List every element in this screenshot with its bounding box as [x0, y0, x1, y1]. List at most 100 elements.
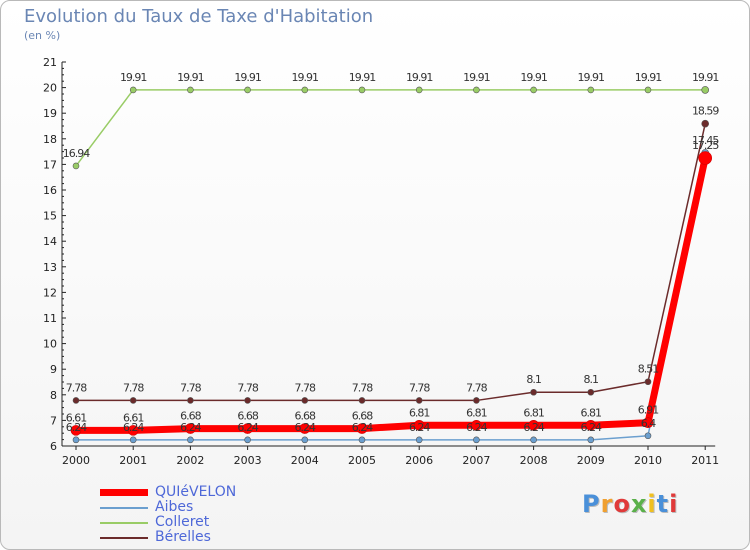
legend-swatch [100, 489, 148, 496]
data-point [127, 425, 139, 436]
data-point [530, 388, 537, 396]
data-label: 19.91 [120, 71, 147, 84]
data-label: 7.78 [66, 381, 87, 394]
data-point [642, 417, 654, 429]
data-label: 6.68 [237, 410, 258, 423]
data-point [530, 436, 537, 444]
data-label: 17.25 [692, 139, 719, 152]
legend-label: Bérelles [155, 529, 211, 545]
data-point [358, 86, 366, 94]
x-tick-label: 2001 [119, 454, 147, 467]
data-point [301, 397, 309, 404]
data-point [129, 397, 137, 404]
data-label: 6.68 [295, 410, 316, 423]
data-label: 16.94 [63, 147, 90, 160]
series-line [76, 157, 709, 434]
proxiti-logo: Proxiti [582, 490, 678, 518]
data-point [698, 151, 713, 165]
y-tick-label: 21 [43, 56, 57, 69]
data-label: 6.24 [409, 421, 430, 434]
y-tick-label: 17 [43, 158, 57, 171]
series-lines [75, 89, 709, 441]
x-tick-label: 2008 [520, 454, 548, 467]
legend: QUIéVELON Aibes Colleret Bérelles [100, 484, 300, 545]
data-label: 7.78 [295, 381, 316, 394]
data-point [244, 86, 251, 94]
legend-label: Aibes [155, 499, 194, 515]
legend-swatch [100, 522, 148, 524]
data-label: 6.68 [352, 410, 373, 423]
data-label: 7.78 [466, 381, 487, 394]
x-tick-label: 2007 [462, 454, 490, 467]
series-line [76, 152, 706, 441]
y-tick-label: 12 [43, 286, 57, 299]
y-tick-label: 6 [50, 440, 57, 453]
data-label: 19.91 [635, 71, 662, 84]
logo-letter: r [600, 490, 614, 518]
logo-letter: o [613, 490, 631, 518]
x-tick-label: 2003 [234, 454, 262, 467]
series-line [75, 89, 706, 167]
y-tick-label: 13 [43, 261, 57, 274]
data-label: 6.81 [523, 406, 544, 419]
legend-item: QUIéVELON [100, 484, 300, 500]
data-label: 19.91 [406, 71, 433, 84]
data-label: 6.24 [523, 421, 544, 434]
y-tick-label: 19 [43, 107, 57, 120]
data-point [587, 388, 595, 396]
chart-title: Evolution du Taux de Taxe d'Habitation [24, 6, 374, 27]
data-label: 19.91 [177, 71, 204, 84]
data-label: 18.59 [692, 105, 719, 118]
series-line [76, 123, 706, 402]
data-point [471, 419, 482, 431]
data-label: 6.24 [237, 421, 258, 434]
data-label: 17.45 [692, 134, 719, 147]
data-point [415, 86, 423, 94]
data-point [358, 397, 366, 404]
y-tick-label: 16 [43, 184, 57, 197]
data-label: 7.78 [352, 381, 373, 394]
data-point [473, 86, 480, 94]
data-label: 19.91 [234, 71, 261, 84]
data-label: 6.61 [123, 411, 144, 424]
data-point [299, 423, 311, 434]
data-point [187, 436, 194, 444]
data-point [701, 86, 710, 94]
data-label: 6.81 [466, 406, 487, 419]
data-point [585, 419, 597, 431]
legend-item: Aibes [100, 499, 300, 515]
y-tick-label: 9 [50, 363, 57, 376]
data-point [644, 86, 652, 94]
x-tick-label: 2006 [405, 454, 433, 467]
data-label: 6.24 [466, 421, 487, 434]
data-label: 19.91 [578, 71, 605, 84]
y-tick-label: 8 [50, 389, 57, 402]
legend-swatch [100, 507, 148, 509]
y-tick-label: 11 [43, 312, 57, 325]
logo-letter: i [669, 490, 679, 518]
chart-subtitle: (en %) [24, 29, 61, 42]
data-label: 8.1 [526, 373, 541, 386]
x-tick-label: 2011 [691, 454, 719, 467]
y-tick-label: 15 [43, 210, 57, 223]
data-label: 7.78 [409, 381, 430, 394]
data-point [644, 378, 652, 386]
data-label: 6.68 [180, 410, 201, 423]
data-point [701, 119, 710, 128]
x-tick-label: 2010 [634, 454, 662, 467]
data-point [301, 86, 309, 94]
data-label: 6.24 [123, 421, 144, 434]
data-point [242, 423, 253, 434]
data-label: 6.91 [638, 404, 659, 417]
data-point [587, 86, 595, 94]
legend-item: Colleret [100, 514, 300, 530]
logo-letter: x [630, 490, 648, 518]
data-point [415, 397, 423, 404]
data-label: 6.24 [295, 421, 316, 434]
logo-letter: t [656, 490, 670, 518]
data-point [129, 436, 137, 444]
series-points [70, 86, 713, 444]
data-point [244, 436, 251, 444]
data-label: 6.61 [66, 411, 87, 424]
